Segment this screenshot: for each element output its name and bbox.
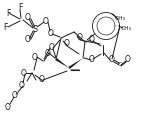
Text: O: O: [39, 76, 45, 84]
Text: O: O: [25, 35, 31, 45]
Text: O: O: [89, 35, 95, 45]
Text: F: F: [6, 10, 10, 18]
Text: O: O: [5, 103, 11, 111]
Text: O: O: [12, 92, 18, 100]
Text: O: O: [64, 40, 70, 48]
Text: O: O: [19, 80, 25, 90]
Text: O: O: [25, 14, 31, 22]
Text: O: O: [21, 68, 27, 78]
Text: C: C: [118, 62, 122, 67]
Text: O: O: [109, 56, 115, 64]
Text: CH₃: CH₃: [114, 16, 126, 20]
Polygon shape: [68, 58, 83, 69]
Text: O: O: [125, 56, 131, 64]
Polygon shape: [55, 58, 69, 68]
Text: F: F: [3, 24, 7, 32]
Text: O: O: [77, 33, 83, 43]
Text: O: O: [48, 29, 54, 37]
Text: O: O: [43, 16, 49, 26]
Text: O: O: [49, 43, 55, 51]
Text: S: S: [32, 25, 38, 33]
Text: O: O: [45, 48, 51, 58]
Text: O: O: [89, 56, 95, 64]
Text: F: F: [18, 3, 22, 13]
Text: CH₃: CH₃: [121, 26, 131, 31]
Text: O: O: [32, 52, 38, 62]
